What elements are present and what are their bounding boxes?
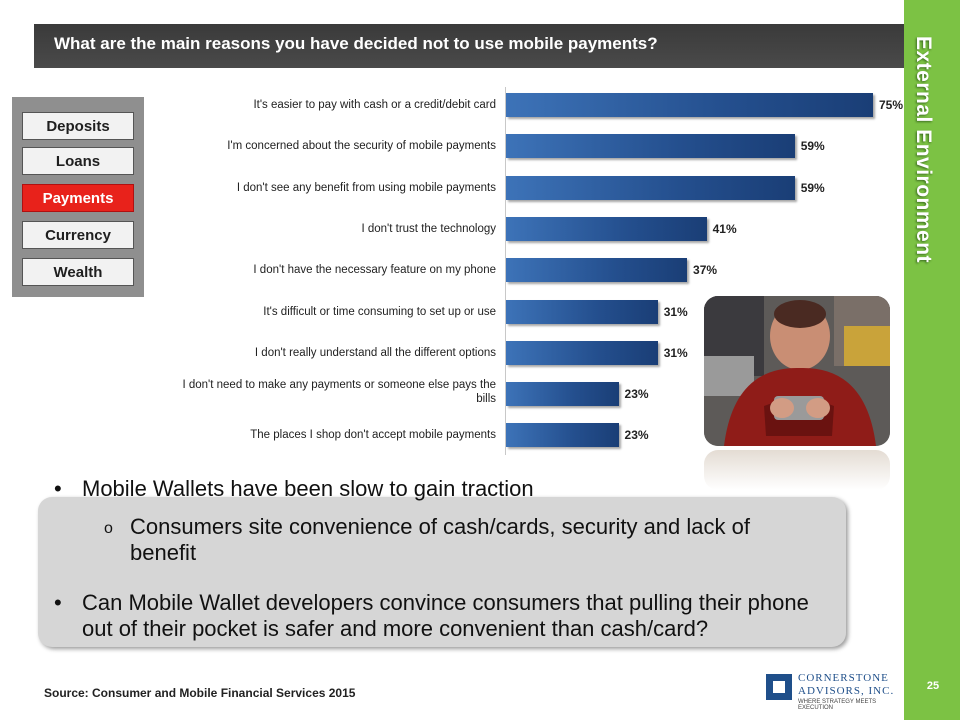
value-label: 23% (624, 428, 649, 443)
person-photo (704, 296, 890, 446)
logo-tagline: WHERE STRATEGY MEETS EXECUTION (798, 699, 877, 711)
sub-bullet-1-text: Consumers site convenience of cash/cards… (130, 514, 750, 565)
page-number: 25 (926, 680, 940, 692)
category-label: It's easier to pay with cash or a credit… (253, 99, 496, 111)
bullet-marker: • (54, 590, 62, 615)
topic-nav: Deposits Loans Payments Currency Wealth (12, 97, 144, 297)
category-label: The places I shop don't accept mobile pa… (250, 429, 496, 442)
bar (506, 340, 658, 365)
photo-reflection (704, 450, 890, 490)
sub-bullet-marker: o (104, 520, 113, 537)
category-label: I don't need to make any payments or som… (182, 379, 496, 406)
category-label: I don't have the necessary feature on my… (253, 264, 496, 277)
logo-mark (766, 674, 792, 700)
bullet-marker: • (54, 476, 62, 501)
bar (506, 258, 688, 283)
callout-box (38, 497, 846, 647)
bar (506, 216, 707, 241)
bullet-1: • Mobile Wallets have been slow to gain … (54, 476, 842, 502)
category-label: I'm concerned about the security of mobi… (227, 140, 496, 153)
value-label: 59% (800, 180, 825, 195)
bullet-2-text: Can Mobile Wallet developers convince co… (82, 590, 809, 641)
value-label: 41% (712, 221, 737, 236)
bullet-2: • Can Mobile Wallet developers convince … (54, 590, 832, 642)
value-label: 37% (693, 263, 718, 278)
chart-axis (505, 87, 506, 455)
value-label: 75% (879, 98, 904, 112)
slide-title: What are the main reasons you have decid… (54, 34, 658, 53)
source-note: Source: Consumer and Mobile Financial Se… (44, 686, 356, 700)
nav-payments[interactable]: Payments (22, 184, 134, 212)
logo-line-2: ADVISORS, INC. (798, 685, 895, 697)
category-label: I don't really understand all the differ… (254, 346, 496, 359)
value-label: 31% (663, 345, 688, 360)
logo-line-1: CORNERSTONE (798, 672, 889, 684)
company-logo: CORNERSTONE ADVISORS, INC. WHERE STRATEG… (766, 672, 898, 711)
bar (506, 134, 795, 159)
bar (506, 382, 619, 407)
category-label: I don't see any benefit from using mobil… (236, 181, 496, 194)
nav-deposits[interactable]: Deposits (22, 112, 134, 140)
bar (506, 93, 873, 117)
category-label: I don't trust the technology (361, 222, 496, 235)
nav-loans[interactable]: Loans (22, 147, 134, 175)
value-label: 23% (624, 387, 649, 402)
bar (506, 175, 795, 200)
nav-wealth[interactable]: Wealth (22, 258, 134, 286)
section-band (904, 0, 960, 720)
bar (506, 299, 658, 324)
category-label: It's difficult or time consuming to set … (263, 305, 496, 318)
value-label: 59% (800, 139, 825, 154)
section-label-wrap: External Environment (911, 36, 951, 286)
value-label: 31% (663, 304, 688, 319)
sub-bullet-1: o Consumers site convenience of cash/car… (104, 514, 820, 566)
section-label: External Environment (912, 36, 935, 264)
bar (506, 423, 619, 448)
slide-title-bar: What are the main reasons you have decid… (34, 24, 912, 68)
nav-currency[interactable]: Currency (22, 221, 134, 249)
bullet-1-text: Mobile Wallets have been slow to gain tr… (82, 476, 534, 501)
